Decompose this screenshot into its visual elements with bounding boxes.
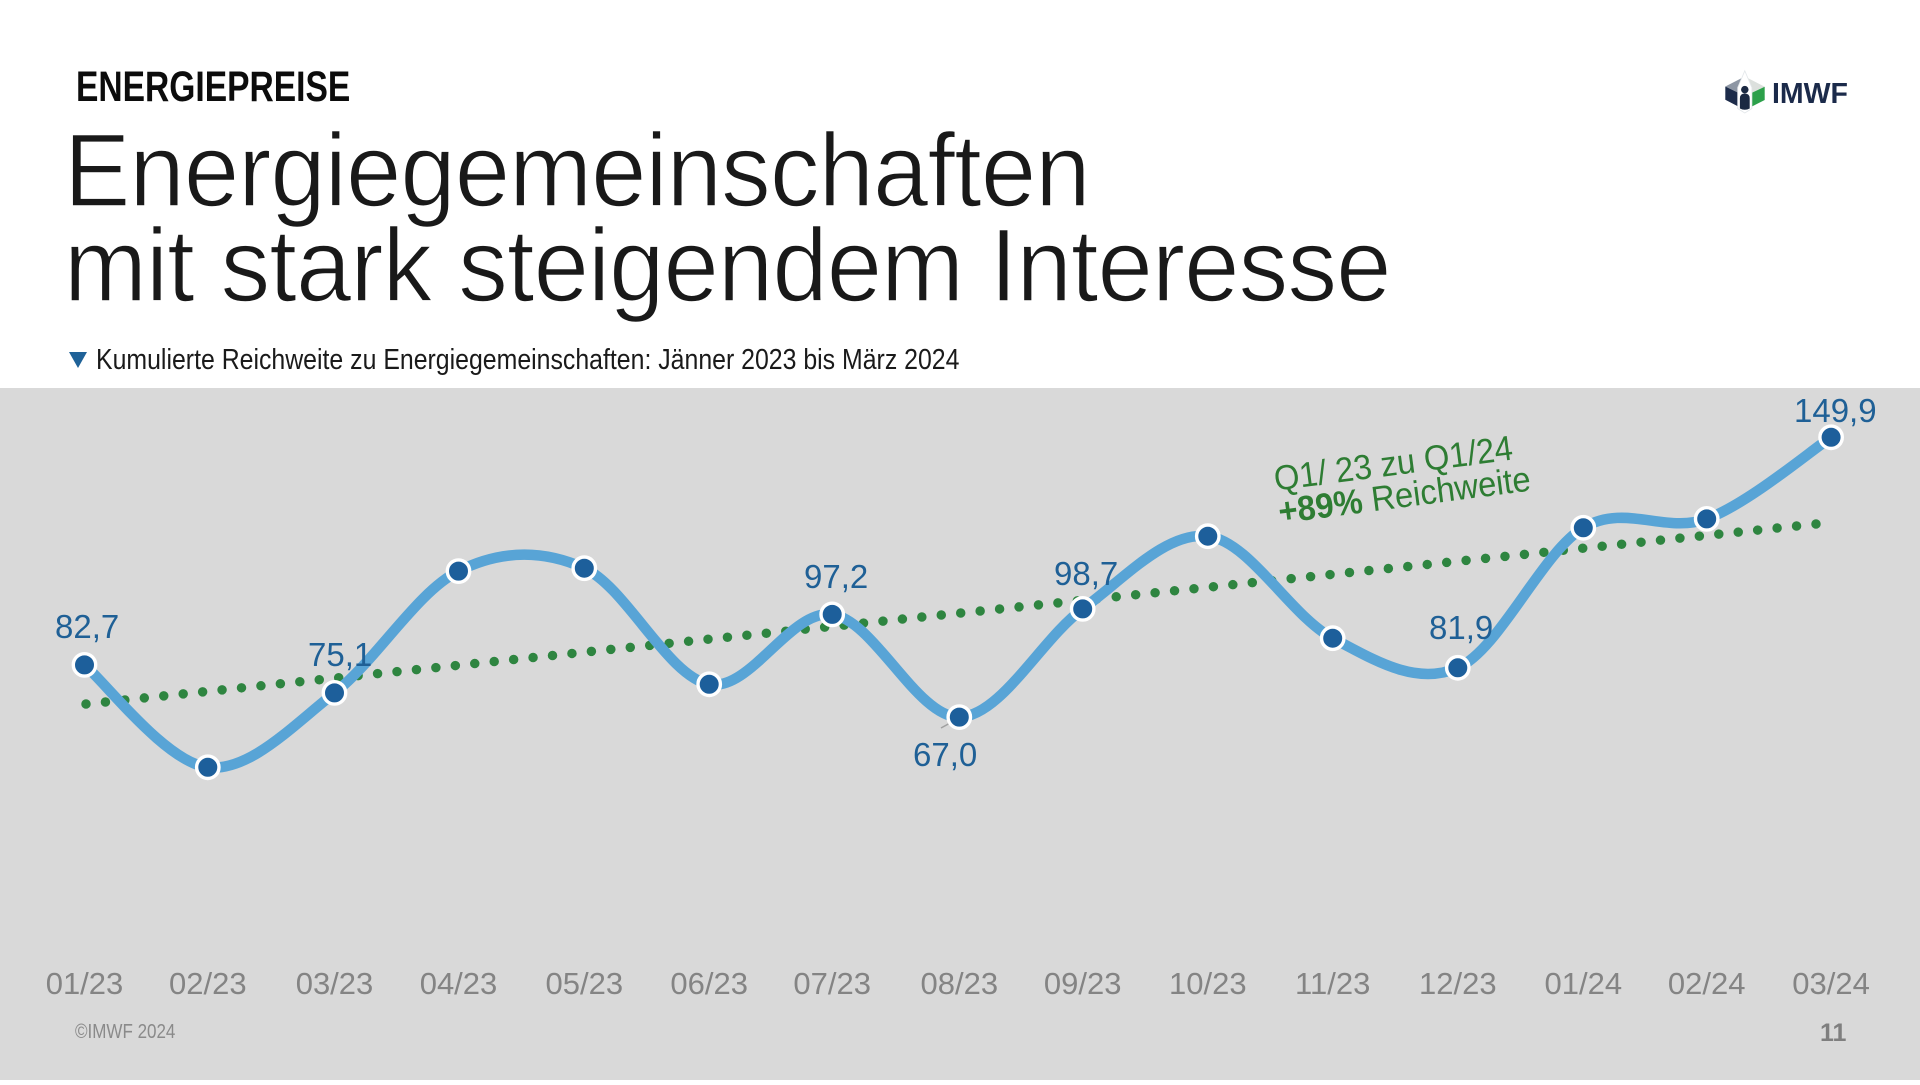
svg-text:67,0: 67,0 [913, 736, 977, 773]
svg-text:05/23: 05/23 [546, 966, 624, 1001]
svg-text:01/23: 01/23 [46, 966, 124, 1001]
svg-text:09/23: 09/23 [1044, 966, 1122, 1001]
svg-text:97,2: 97,2 [804, 558, 868, 595]
svg-text:01/24: 01/24 [1545, 966, 1623, 1001]
svg-text:11/23: 11/23 [1295, 966, 1370, 1001]
svg-text:98,7: 98,7 [1054, 555, 1118, 592]
svg-text:04/23: 04/23 [420, 966, 498, 1001]
svg-text:03/24: 03/24 [1792, 966, 1870, 1001]
svg-text:75,1: 75,1 [308, 636, 372, 673]
svg-text:08/23: 08/23 [921, 966, 999, 1001]
svg-text:12/23: 12/23 [1419, 966, 1497, 1001]
svg-text:07/23: 07/23 [793, 966, 871, 1001]
svg-text:82,7: 82,7 [55, 608, 119, 645]
svg-text:149,9: 149,9 [1794, 392, 1877, 429]
svg-text:02/23: 02/23 [169, 966, 247, 1001]
svg-text:03/23: 03/23 [296, 966, 374, 1001]
svg-text:81,9: 81,9 [1429, 609, 1493, 646]
svg-text:02/24: 02/24 [1668, 966, 1746, 1001]
svg-text:IMWF: IMWF [1772, 78, 1848, 110]
svg-text:06/23: 06/23 [670, 966, 748, 1001]
svg-text:10/23: 10/23 [1169, 966, 1247, 1001]
